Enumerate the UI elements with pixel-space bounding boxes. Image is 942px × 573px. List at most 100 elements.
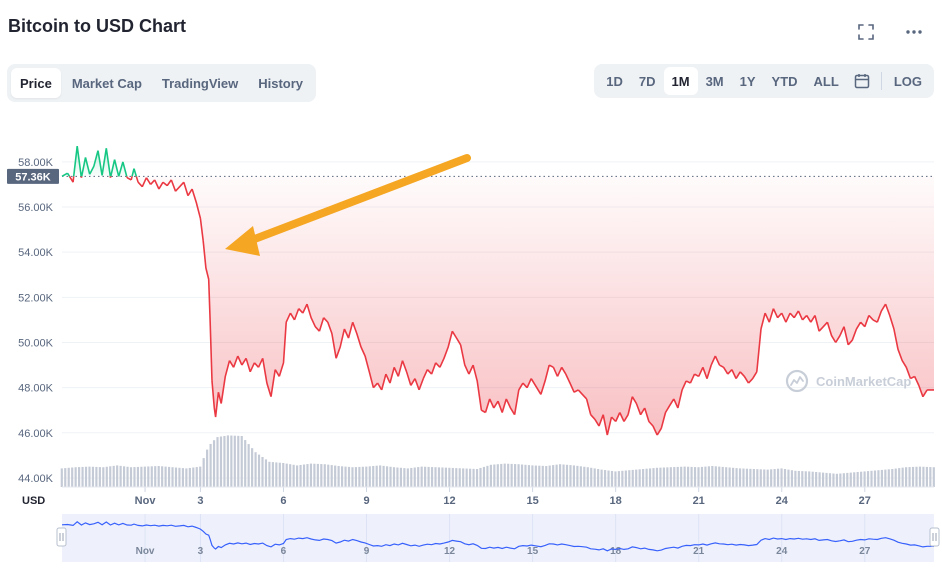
- volume-bar: [818, 472, 821, 487]
- volume-bar: [558, 464, 562, 487]
- volume-bar: [517, 464, 520, 487]
- volume-bar: [323, 464, 326, 487]
- volume-bar: [361, 466, 364, 487]
- volume-bar: [905, 467, 908, 487]
- chart-toolbar-icons: [854, 20, 926, 44]
- volume-bar: [593, 468, 596, 487]
- volume-bar: [109, 466, 112, 487]
- volume-bar: [842, 473, 845, 487]
- volume-bar: [887, 469, 890, 487]
- volume-bar: [230, 435, 233, 487]
- volume-bar: [392, 467, 396, 487]
- x-tick-label: 18: [610, 495, 622, 507]
- volume-bar: [285, 463, 288, 487]
- volume-bar: [687, 466, 690, 487]
- navigator-tick-label: 6: [281, 546, 287, 557]
- volume-bar: [873, 470, 877, 487]
- volume-bar: [700, 466, 704, 487]
- range-ytd[interactable]: YTD: [771, 73, 798, 89]
- volume-bar: [617, 471, 621, 487]
- volume-bar: [576, 465, 579, 487]
- tab-price[interactable]: Price: [11, 68, 61, 98]
- volume-bar: [742, 468, 745, 487]
- range-3m[interactable]: 3M: [705, 73, 724, 89]
- volume-bar: [368, 466, 371, 487]
- volume-bar: [600, 469, 603, 487]
- volume-bar: [254, 452, 257, 487]
- volume-bar: [309, 463, 313, 487]
- tab-market-cap[interactable]: Market Cap: [71, 75, 142, 91]
- range-all[interactable]: ALL: [813, 73, 839, 89]
- navigator-tick-label: 24: [776, 546, 788, 557]
- volume-bar: [129, 467, 133, 487]
- tab-history[interactable]: History: [258, 75, 304, 91]
- volume-bar: [853, 472, 856, 487]
- volume-bar: [624, 470, 627, 487]
- volume-bar: [475, 469, 479, 487]
- volume-bar: [915, 466, 918, 487]
- volume-bar: [510, 463, 513, 487]
- range-1y[interactable]: 1Y: [739, 73, 756, 89]
- volume-bar: [271, 462, 274, 487]
- current-price-tag: 57.36K: [7, 168, 59, 184]
- volume-bar: [119, 465, 122, 487]
- volume-bar: [161, 466, 164, 487]
- volume-bar: [448, 467, 451, 487]
- volume-bar: [607, 470, 610, 487]
- log-scale-toggle[interactable]: LOG: [893, 73, 922, 89]
- volume-bar: [244, 440, 247, 487]
- volume-bar: [251, 448, 254, 487]
- range-divider: [880, 72, 882, 90]
- calendar-icon[interactable]: [847, 67, 877, 95]
- volume-bar: [105, 466, 108, 487]
- volume-bar: [458, 468, 461, 487]
- more-icon[interactable]: [902, 20, 926, 44]
- volume-bar: [489, 464, 492, 487]
- y-tick-label: 46.00K: [18, 428, 54, 440]
- volume-bar: [780, 468, 783, 487]
- volume-bar: [507, 463, 510, 487]
- navigator-handle-left[interactable]: [56, 527, 67, 547]
- volume-bar: [413, 467, 416, 487]
- volume-bar: [918, 466, 922, 487]
- range-1d[interactable]: 1D: [606, 73, 623, 89]
- price-line-down: [68, 175, 934, 436]
- volume-bar: [697, 467, 700, 487]
- volume-bar: [212, 440, 216, 487]
- volume-bar: [680, 466, 683, 487]
- volume-bar: [486, 465, 489, 487]
- volume-bar: [645, 468, 648, 487]
- volume-bar: [237, 435, 240, 487]
- navigator-tick-label: 21: [693, 546, 705, 557]
- volume-bar: [610, 470, 614, 487]
- navigator[interactable]: Nov 3 6 9 12 15 18 21 24 27: [56, 514, 940, 562]
- volume-bar: [552, 465, 555, 487]
- volume-bar: [84, 466, 88, 487]
- volume-bar: [538, 465, 541, 487]
- volume-bar: [375, 465, 378, 487]
- range-7d[interactable]: 7D: [638, 73, 656, 89]
- volume-bar: [631, 469, 634, 487]
- volume-bar: [437, 467, 441, 487]
- volume-bar: [662, 467, 665, 487]
- tab-tradingview[interactable]: TradingView: [161, 75, 239, 91]
- navigator-handle-right[interactable]: [929, 527, 940, 547]
- volume-bar: [908, 467, 911, 487]
- volume-bar: [112, 465, 115, 487]
- fullscreen-icon[interactable]: [854, 20, 878, 44]
- volume-bar: [358, 466, 361, 487]
- volume-bar: [541, 465, 544, 487]
- range-1m[interactable]: 1M: [663, 67, 698, 95]
- volume-bar: [738, 468, 742, 487]
- volume-bar: [354, 467, 358, 487]
- volume-bar: [340, 466, 344, 487]
- volume-bar: [88, 466, 91, 487]
- volume-bar: [330, 465, 333, 487]
- volume-bar: [628, 470, 631, 487]
- navigator-track: [62, 514, 934, 562]
- volume-bar: [828, 473, 832, 487]
- volume-bar: [884, 469, 887, 487]
- volume-bar: [787, 469, 790, 487]
- volume-bar: [496, 464, 499, 487]
